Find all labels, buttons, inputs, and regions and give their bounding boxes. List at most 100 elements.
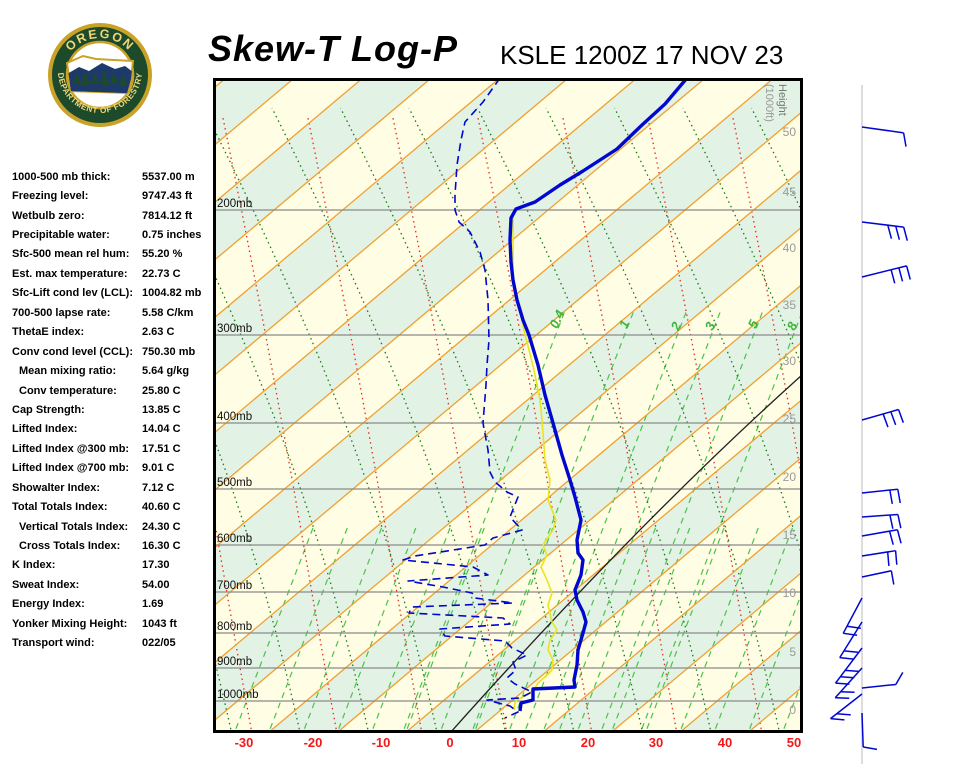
skewt-plot-svg: 200mb 300mb 400mb 500mb 600mb 700mb 800mb 900mb… <box>213 78 803 733</box>
x-tick-label: 10 <box>511 735 527 750</box>
index-label: Cap Strength: <box>12 403 85 416</box>
wind-barb <box>861 671 904 689</box>
height-tick-label: 25 <box>783 412 797 426</box>
moist-adiabat <box>213 125 438 733</box>
x-tick-label: -20 <box>303 735 323 750</box>
height-tick-label: 40 <box>783 241 797 255</box>
index-value: 1004.82 mb <box>142 287 202 300</box>
temp-band <box>213 78 637 435</box>
index-row: 700-500 lapse rate: 5.58 C/km <box>12 303 212 322</box>
index-value: 14.04 C <box>142 423 181 436</box>
index-label: Mean mixing ratio: <box>19 365 117 378</box>
index-value: 54.00 <box>142 578 170 591</box>
isotherm-line <box>213 225 803 723</box>
index-label: Freezing level: <box>12 190 89 203</box>
index-label: 700-500 lapse rate: <box>12 306 111 319</box>
isotherm-line <box>213 78 501 320</box>
wind-barb <box>861 221 909 241</box>
page-title: Skew-T Log-P <box>208 28 459 69</box>
index-label: Cross Totals Index: <box>19 540 121 553</box>
wind-barb <box>842 597 863 637</box>
index-value: 750.30 mb <box>142 345 196 358</box>
temperature-trace <box>508 78 689 712</box>
wind-barb <box>861 265 911 284</box>
index-row: Energy Index: 1.69 <box>12 595 212 614</box>
index-value: 55.20 % <box>142 248 183 261</box>
index-value: 17.30 <box>142 559 170 572</box>
odf-logo: OREGON DEPARTMENT OF FORESTRY <box>48 23 152 127</box>
chart-layers: 200mb 300mb 400mb 500mb 600mb 700mb 800mb 900mb… <box>213 78 803 733</box>
temp-band <box>213 168 803 722</box>
index-row: Conv cond level (CCL): 750.30 mb <box>12 342 212 361</box>
moist-adiabat <box>339 107 575 733</box>
isotherm-line <box>213 78 775 550</box>
x-tick-label: 50 <box>786 735 802 750</box>
moist-adiabat <box>613 107 803 562</box>
index-label: Est. max temperature: <box>12 267 128 280</box>
wind-barb <box>839 621 863 660</box>
mixing-ratio-line <box>781 677 803 733</box>
logo-state-emblem <box>65 54 135 95</box>
index-label: Sfc-Lift cond lev (LCL): <box>12 287 133 300</box>
temp-band <box>213 78 569 377</box>
index-row: Mean mixing ratio: 5.64 g/kg <box>12 361 212 380</box>
index-label: Vertical Totals Index: <box>19 520 129 533</box>
index-row: Transport wind: 022/05 <box>12 634 212 653</box>
indices-panel: 1000-500 mb thick: 5537.00 m Freezing leve… <box>12 167 212 653</box>
index-label: Wetbulb zero: <box>12 209 85 222</box>
index-value: 1043 ft <box>142 617 177 630</box>
dewpoint-trace <box>402 78 533 719</box>
index-label: Showalter Index: <box>12 481 101 494</box>
temp-band <box>213 78 500 320</box>
x-tick-label: -30 <box>234 735 254 750</box>
index-value: 13.85 C <box>142 403 181 416</box>
index-row: Lifted Index: 14.04 C <box>12 420 212 439</box>
moist-adiabat <box>476 107 712 733</box>
index-row: 1000-500 mb thick: 5537.00 m <box>12 167 212 186</box>
index-label: Lifted Index @300 mb: <box>12 442 130 455</box>
wind-barb <box>861 126 907 147</box>
parcel-curve <box>449 374 803 733</box>
x-tick-label: 30 <box>648 735 664 750</box>
station-datetime: KSLE 1200Z 17 NOV 23 <box>500 40 784 70</box>
index-label: Lifted Index @700 mb: <box>12 462 130 475</box>
x-tick-label: -10 <box>371 735 391 750</box>
height-axis-line2: (1000ft) <box>763 84 775 122</box>
index-label: Precipitable water: <box>12 229 110 242</box>
height-tick-label: 30 <box>783 354 797 368</box>
index-value: 7.12 C <box>142 481 175 494</box>
index-label: Yonker Mixing Height: <box>12 617 128 630</box>
wetbulb-trace <box>512 213 558 711</box>
wind-barb-column <box>830 85 911 764</box>
index-value: 16.30 C <box>142 540 181 553</box>
index-value: 22.73 C <box>142 267 181 280</box>
isotherm-line <box>213 110 803 608</box>
index-row: K Index: 17.30 <box>12 556 212 575</box>
index-row: Cap Strength: 13.85 C <box>12 400 212 419</box>
index-label: Sfc-500 mean rel hum: <box>12 248 130 261</box>
wind-barb <box>861 712 878 751</box>
pressure-label: 400mb <box>217 411 252 423</box>
height-tick-label: 5 <box>789 645 796 659</box>
x-tick-label: 40 <box>717 735 733 750</box>
wind-barb <box>861 408 905 428</box>
pressure-label: 200mb <box>217 198 252 210</box>
moist-adiabat <box>213 269 370 733</box>
wind-barb <box>861 529 902 545</box>
index-value: 022/05 <box>142 637 176 650</box>
index-label: Energy Index: <box>12 598 85 611</box>
isotherm-line <box>213 78 433 263</box>
height-axis-title: Height(1000ft) <box>763 84 788 122</box>
index-value: 5.58 C/km <box>142 306 194 319</box>
height-tick-label: 20 <box>783 470 797 484</box>
index-label: Conv temperature: <box>19 384 117 397</box>
index-row: Precipitable water: 0.75 inches <box>12 225 212 244</box>
index-value: 5537.00 m <box>142 170 195 183</box>
index-label: Total Totals Index: <box>12 501 108 514</box>
index-value: 24.30 C <box>142 520 181 533</box>
index-row: Total Totals Index: 40.60 C <box>12 497 212 516</box>
moist-adiabat <box>271 107 507 733</box>
wind-barb <box>861 570 895 585</box>
wind-barb <box>834 647 863 685</box>
temp-band <box>213 78 803 607</box>
